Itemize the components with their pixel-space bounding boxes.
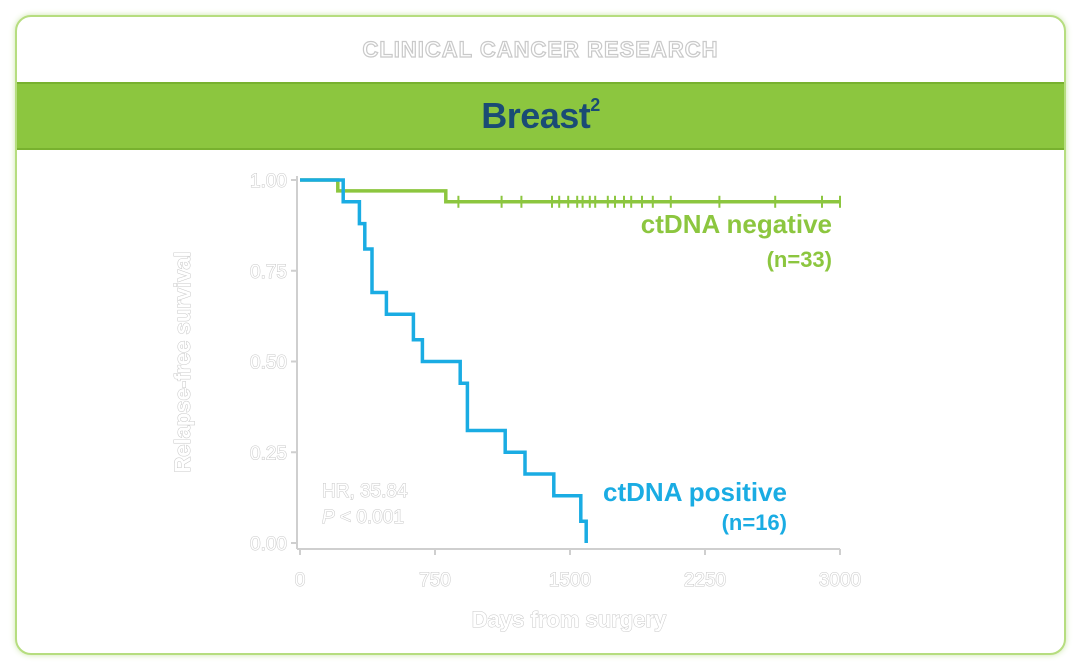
x-tick-label: 750 [419,570,451,591]
series-n-ctdna-negative: (n=33) [767,247,832,272]
axes: 0.00 0.25 0.50 0.75 1.00 0 750 1500 2250 3000 [250,171,862,592]
x-tick-label: 0 [295,570,306,591]
series-layer [300,178,841,543]
title-band: Breast2 [17,82,1064,150]
series-n-ctdna-positive: (n=16) [722,510,787,535]
x-tick-label: 2250 [684,570,726,591]
x-tick-label: 3000 [819,570,861,591]
series-label-ctdna-negative: ctDNA negative [641,209,832,239]
hazard-ratio-label: HR, 35.84 [322,481,408,502]
y-tick-label: 0.00 [250,534,287,555]
figure-title-superscript: 2 [590,95,600,115]
labels-layer: ctDNA negative (n=33) ctDNA positive (n=… [170,209,833,633]
figure-title: Breast2 [481,95,600,137]
y-tick-label: 0.25 [250,443,287,464]
y-tick-label: 0.50 [250,353,287,374]
x-tick-label: 1500 [549,570,591,591]
figure-title-text: Breast [481,95,591,136]
series-line-ctdna-negative [300,178,840,204]
journal-name: CLINICAL CANCER RESEARCH [362,36,719,62]
y-tick-label: 1.00 [250,171,287,192]
series-label-ctdna-positive: ctDNA positive [603,477,787,507]
p-value-label: P < 0.001 [322,507,404,528]
series-line-ctdna-positive [300,178,588,543]
p-value-symbol: P [322,507,335,528]
y-tick-label: 0.75 [250,262,287,283]
p-value-text: < 0.001 [335,507,404,528]
y-axis-label: Relapse-free survival [170,251,195,472]
x-axis-label: Days from surgery [472,607,667,632]
